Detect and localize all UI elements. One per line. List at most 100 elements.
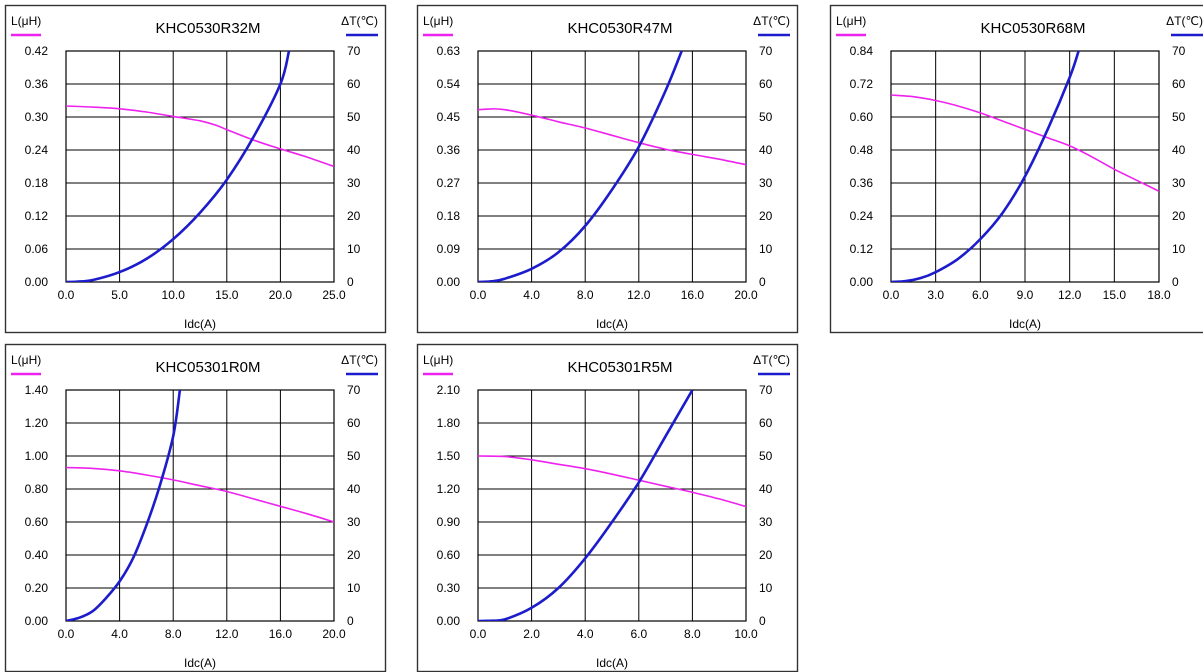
y-left-tick-label: 0.90 [437,515,461,529]
y-left-tick-label: 0.48 [850,143,874,157]
y-left-tick-label: 0.36 [437,143,461,157]
y-right-tick-label: 0 [759,275,766,289]
chart-title: KHC0530R47M [567,20,672,37]
y-left-tick-label: 0.06 [25,242,49,256]
y-left-tick-label: 0.72 [850,77,874,91]
x-tick-label: 16.0 [681,288,705,302]
y-left-tick-label: 2.10 [437,383,461,397]
x-axis-label: Idc(A) [184,656,216,670]
x-tick-label: 3.0 [927,288,944,302]
y-right-tick-label: 10 [1172,242,1186,256]
y-left-tick-label: 0.24 [850,209,874,223]
y-right-tick-label: 50 [347,110,361,124]
y-right-tick-label: 70 [347,383,361,397]
y-left-tick-label: 0.60 [850,110,874,124]
y-left-tick-label: 0.00 [25,614,49,628]
y-left-tick-label: 0.80 [25,482,49,496]
panel-frame [6,345,386,672]
y-left-tick-label: 0.60 [437,548,461,562]
chart-title: KHC05301R0M [155,359,260,376]
y-right-tick-label: 60 [347,77,361,91]
y-left-tick-label: 1.20 [437,482,461,496]
y-right-tick-label: 20 [759,209,773,223]
y-left-tick-label: 0.18 [437,209,461,223]
y-left-tick-label: 1.20 [25,416,49,430]
left-axis-label: L(μH) [423,14,453,28]
x-tick-label: 12.0 [1058,288,1082,302]
y-right-tick-label: 70 [1172,44,1186,58]
x-tick-label: 10.0 [734,627,758,641]
y-left-tick-label: 0.40 [25,548,49,562]
panel-frame [831,6,1203,333]
y-right-tick-label: 10 [759,242,773,256]
y-right-tick-label: 60 [759,416,773,430]
x-tick-label: 4.0 [577,627,594,641]
x-tick-label: 8.0 [684,627,701,641]
x-axis-label: Idc(A) [184,317,216,331]
x-tick-label: 25.0 [322,288,346,302]
chart-title: KHC0530R32M [155,20,260,37]
y-left-tick-label: 0.84 [850,44,874,58]
y-right-tick-label: 70 [347,44,361,58]
right-axis-label: ΔT(℃) [753,14,790,28]
x-tick-label: 18.0 [1147,288,1171,302]
x-tick-label: 15.0 [1103,288,1127,302]
panel-frame [418,345,798,672]
y-right-tick-label: 0 [1172,275,1179,289]
x-axis-label: Idc(A) [596,317,628,331]
y-right-tick-label: 10 [347,581,361,595]
x-tick-label: 6.0 [630,627,647,641]
y-right-tick-label: 60 [347,416,361,430]
y-left-tick-label: 0.54 [437,77,461,91]
x-tick-label: 0.0 [470,288,487,302]
x-tick-label: 15.0 [215,288,239,302]
x-tick-label: 10.0 [162,288,186,302]
y-left-tick-label: 0.63 [437,44,461,58]
y-right-tick-label: 40 [347,143,361,157]
y-left-tick-label: 1.80 [437,416,461,430]
y-left-tick-label: 0.60 [25,515,49,529]
x-tick-label: 4.0 [523,288,540,302]
y-right-tick-label: 10 [759,581,773,595]
left-axis-label: L(μH) [836,14,866,28]
x-tick-label: 16.0 [269,627,293,641]
x-tick-label: 20.0 [269,288,293,302]
y-left-tick-label: 1.40 [25,383,49,397]
y-left-tick-label: 0.30 [437,581,461,595]
y-right-tick-label: 40 [759,143,773,157]
x-tick-label: 5.0 [111,288,128,302]
y-right-tick-label: 60 [759,77,773,91]
y-right-tick-label: 40 [1172,143,1186,157]
y-left-tick-label: 0.45 [437,110,461,124]
y-left-tick-label: 0.12 [850,242,874,256]
y-right-tick-label: 50 [1172,110,1186,124]
y-left-tick-label: 0.00 [25,275,49,289]
x-tick-label: 12.0 [627,288,651,302]
x-axis-label: Idc(A) [1009,317,1041,331]
panel-frame [418,6,798,333]
x-tick-label: 20.0 [322,627,346,641]
y-right-tick-label: 30 [759,515,773,529]
right-axis-label: ΔT(℃) [1166,14,1203,28]
x-tick-label: 0.0 [58,627,75,641]
x-tick-label: 0.0 [470,627,487,641]
left-axis-label: L(μH) [11,353,41,367]
y-left-tick-label: 0.20 [25,581,49,595]
y-left-tick-label: 0.27 [437,176,461,190]
x-tick-label: 9.0 [1017,288,1034,302]
y-right-tick-label: 30 [347,176,361,190]
left-axis-label: L(μH) [423,353,453,367]
y-right-tick-label: 0 [347,614,354,628]
y-left-tick-label: 0.42 [25,44,49,58]
y-left-tick-label: 1.50 [437,449,461,463]
y-left-tick-label: 0.00 [437,275,461,289]
y-left-tick-label: 0.30 [25,110,49,124]
y-right-tick-label: 70 [759,383,773,397]
x-tick-label: 8.0 [165,627,182,641]
y-right-tick-label: 30 [759,176,773,190]
